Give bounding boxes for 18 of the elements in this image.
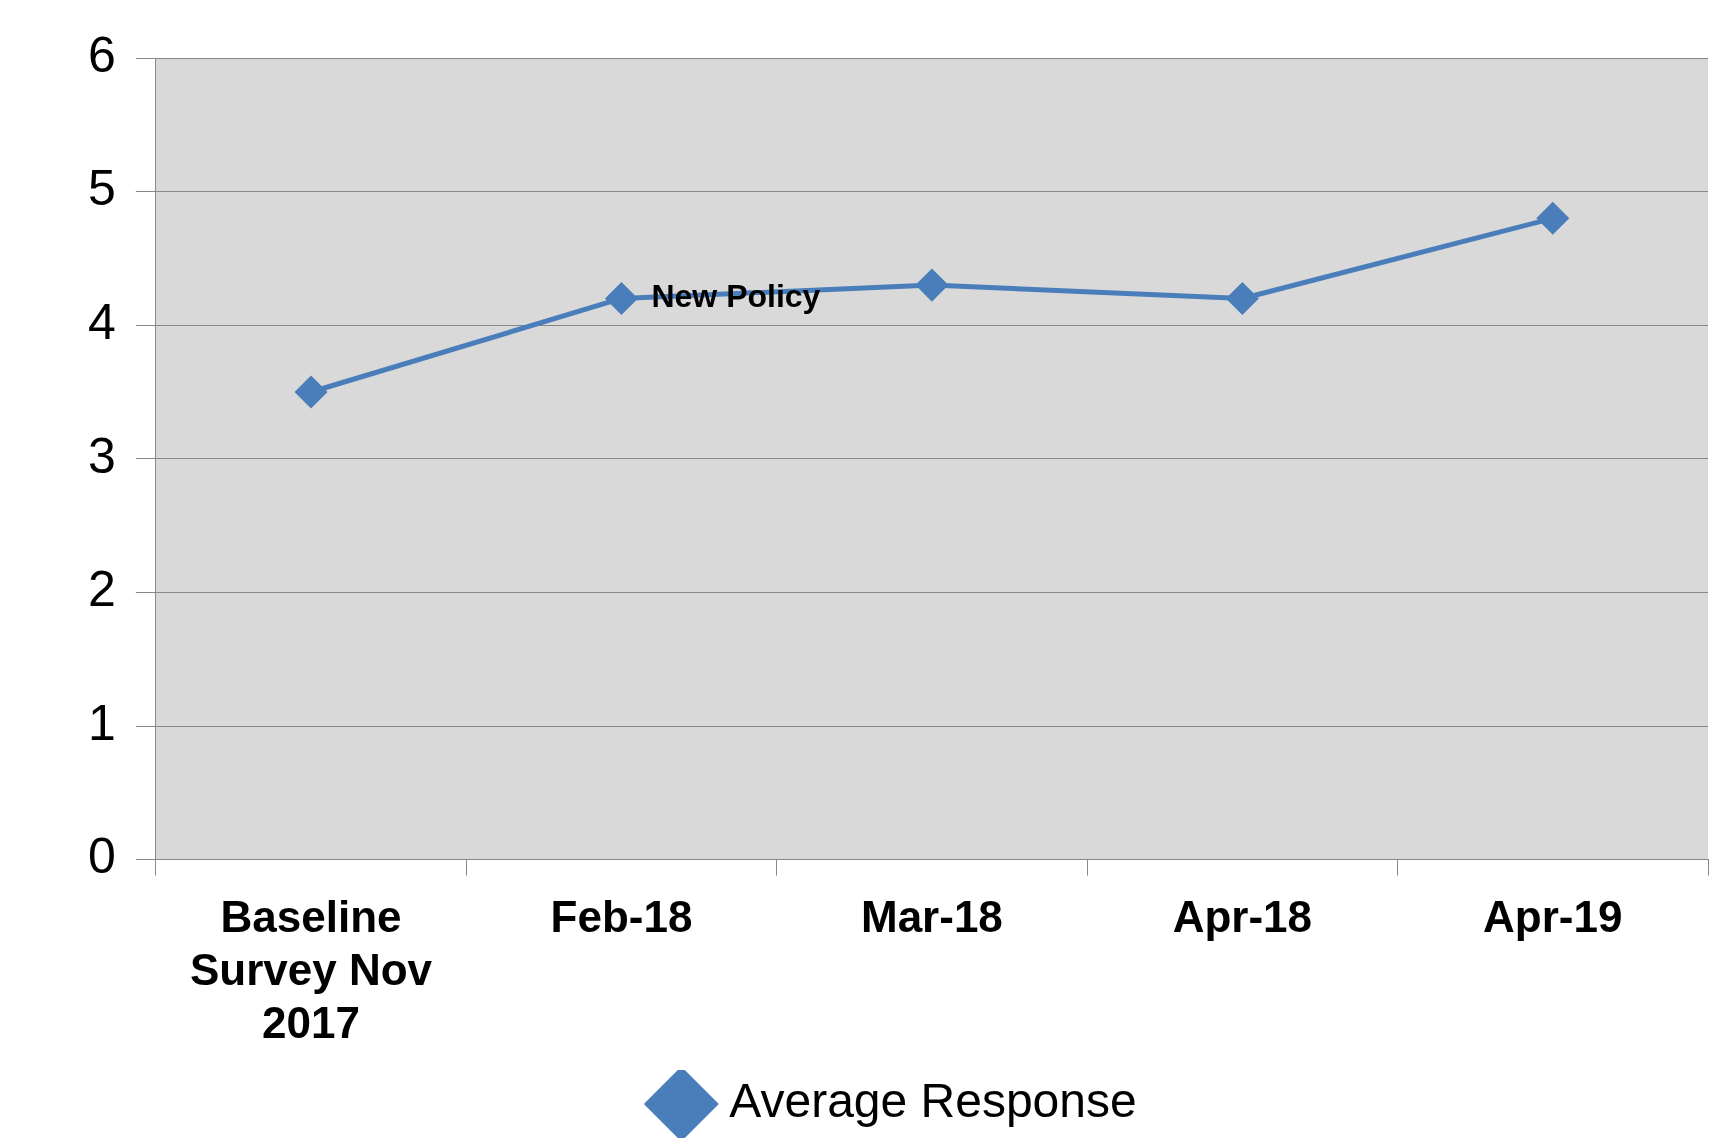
legend-label: Average Response: [729, 1074, 1137, 1128]
y-tick-label: 3: [88, 427, 116, 484]
point: [295, 376, 327, 408]
y-tick-label: 6: [88, 26, 116, 83]
x-tick-label: Apr-18: [1172, 892, 1313, 942]
point: [1537, 202, 1569, 234]
y-tick-label: 4: [88, 293, 116, 350]
point: [916, 269, 948, 301]
point: [1226, 282, 1258, 314]
y-tick-label: 1: [88, 694, 116, 751]
y-tick-label: 2: [88, 561, 116, 618]
y-tick-label: 0: [88, 828, 116, 885]
y-tick-label: 5: [88, 160, 116, 217]
x-tick-label: Apr-19: [1483, 892, 1623, 942]
x-tick-label: Baseline Survey Nov 2017: [189, 892, 433, 1047]
x-tick-label: Feb-18: [550, 892, 693, 942]
x-tick-label: Mar-18: [860, 892, 1003, 942]
point: [605, 282, 637, 314]
